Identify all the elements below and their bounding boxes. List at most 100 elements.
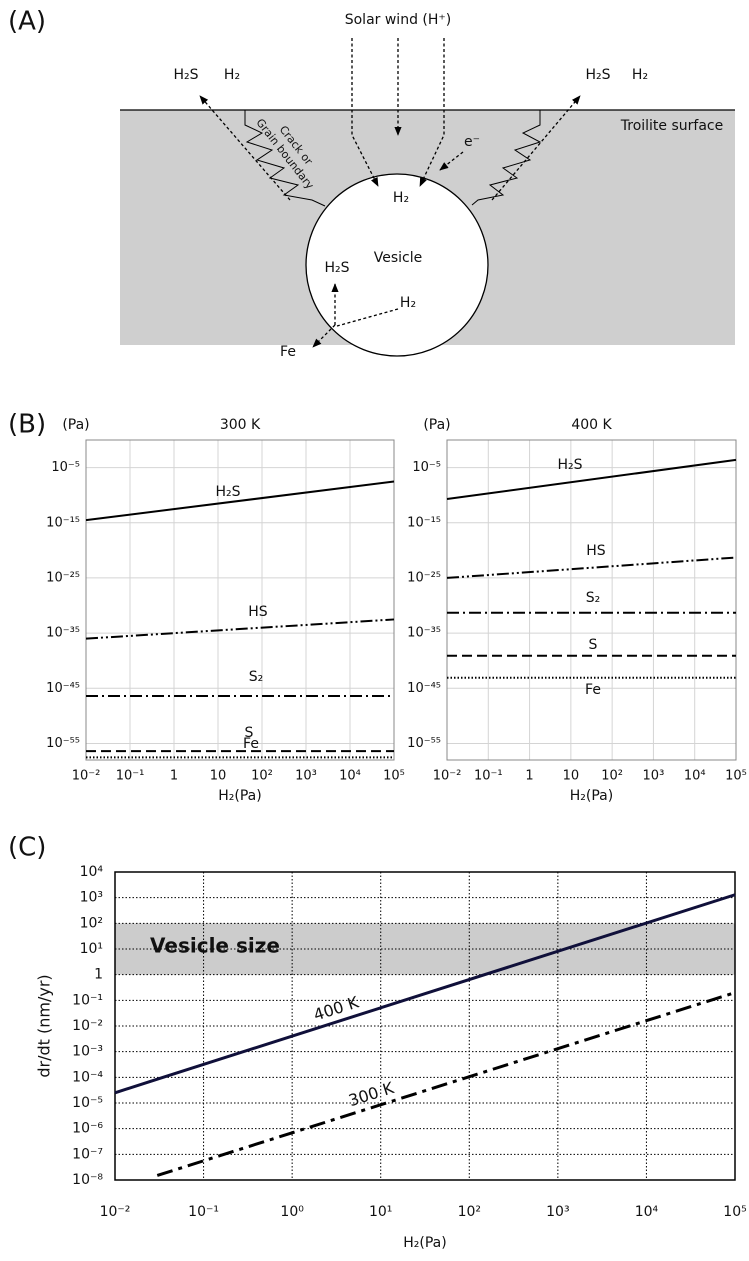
x-tick-label: 10³	[546, 1204, 569, 1220]
y-tick-label: 10⁻⁸	[72, 1172, 103, 1188]
y-unit: (Pa)	[62, 417, 89, 433]
y-tick-label: 10⁻³⁵	[46, 626, 80, 641]
x-tick-label: 10	[563, 769, 580, 784]
y-tick-label: 10⁻⁵	[72, 1095, 103, 1111]
series-label: 400 K	[311, 992, 361, 1024]
y-tick-label: 10⁻⁵	[51, 460, 80, 475]
y-tick-label: 10⁻²⁵	[46, 570, 80, 585]
x-tick-label: 10⁵	[723, 1204, 746, 1220]
solar-wind-arrow	[419, 38, 445, 187]
y-tick-label: 10⁻¹	[72, 992, 103, 1008]
x-tick-label: 10⁵	[383, 769, 405, 784]
y-tick-label: 10⁻¹⁵	[46, 515, 80, 530]
plot-frame	[446, 439, 737, 761]
y-unit: (Pa)	[423, 417, 450, 433]
series-line	[85, 618, 395, 640]
x-tick-label: 10³	[643, 769, 665, 784]
x-tick-label: 10¹	[369, 1204, 392, 1220]
y-tick-label: 10⁻²⁵	[407, 570, 441, 585]
y-tick-label: 10⁴	[80, 864, 104, 880]
label: H₂	[393, 190, 409, 206]
label: Solar wind (H⁺)	[345, 12, 452, 28]
y-tick-label: 10⁻⁵⁵	[407, 736, 441, 751]
panel-label: (B)	[8, 410, 46, 440]
x-tick-label: 10	[210, 769, 227, 784]
label: H₂S	[324, 260, 349, 276]
label: H₂	[400, 295, 416, 311]
label: H₂	[224, 67, 240, 83]
x-tick-label: 10⁻¹	[116, 769, 145, 784]
x-tick-label: 10⁵	[725, 769, 747, 784]
x-tick-label: 10⁻¹	[188, 1204, 219, 1220]
x-axis-label: H₂(Pa)	[570, 788, 613, 804]
y-tick-label: 10⁻⁷	[72, 1146, 103, 1162]
y-tick-label: 10³	[80, 890, 103, 906]
label: H₂	[632, 67, 648, 83]
x-tick-label: 10⁻²	[100, 1204, 131, 1220]
y-tick-label: 10⁻³⁵	[407, 626, 441, 641]
escape-arrow	[491, 95, 581, 201]
series-line	[446, 556, 737, 579]
y-tick-label: 10²	[80, 915, 103, 931]
x-tick-label: 10²	[251, 769, 273, 784]
label: e⁻	[464, 134, 480, 150]
label: H₂S	[585, 67, 610, 83]
plot-frame	[114, 871, 736, 1181]
label: Fe	[280, 344, 296, 360]
series-label: H₂S	[557, 457, 582, 473]
series-label: 300 K	[346, 1078, 396, 1110]
y-tick-label: 10⁻²	[72, 1018, 103, 1034]
series-line	[114, 893, 736, 1095]
x-tick-label: 10⁴	[635, 1204, 659, 1220]
crack-line	[244, 110, 326, 207]
series-label: H₂S	[215, 484, 240, 500]
vesicle-band	[115, 923, 735, 975]
x-tick-label: 10⁴	[684, 769, 706, 784]
series-label: Fe	[585, 682, 601, 698]
y-tick-label: 1	[94, 967, 103, 983]
vesicle	[305, 173, 489, 357]
y-tick-label: 10¹	[80, 941, 103, 957]
x-tick-label: 10²	[458, 1204, 481, 1220]
chart-title: 300 K	[220, 417, 261, 433]
panel-label: (C)	[8, 833, 46, 863]
x-axis-label: H₂(Pa)	[403, 1235, 446, 1251]
series-label: S	[245, 725, 254, 741]
y-tick-label: 10⁻⁵	[412, 460, 441, 475]
electron-arrow	[439, 151, 464, 171]
series-label: HS	[586, 543, 606, 559]
label: Troilite surface	[620, 118, 723, 134]
y-tick-label: 10⁻⁴⁵	[46, 681, 80, 696]
x-tick-label: 1	[170, 769, 178, 784]
series-line	[446, 458, 737, 501]
crack-line	[471, 110, 542, 206]
y-axis-label: dr/dt (nm/yr)	[35, 974, 54, 1077]
series-label: S	[589, 637, 598, 653]
label: H₂S	[173, 67, 198, 83]
y-tick-label: 10⁻¹⁵	[407, 515, 441, 530]
x-tick-label: 10²	[601, 769, 623, 784]
y-tick-label: 10⁻³	[72, 1044, 103, 1060]
chart-title: 400 K	[571, 417, 612, 433]
x-tick-label: 10⁻²	[433, 769, 462, 784]
series-label: S₂	[249, 669, 264, 685]
escape-arrow	[199, 95, 291, 201]
plot-frame	[85, 439, 395, 761]
series-label: Fe	[243, 736, 259, 752]
x-tick-label: 10⁻²	[72, 769, 101, 784]
diagram: Solar wind (H⁺) H₂S H₂ H₂S H₂ Troilite s…	[120, 12, 735, 360]
x-tick-label: 10³	[295, 769, 317, 784]
x-tick-label: 1	[525, 769, 533, 784]
x-tick-label: 10⁻¹	[474, 769, 503, 784]
y-tick-label: 10⁻⁴	[72, 1069, 103, 1085]
y-tick-label: 10⁻⁶	[72, 1121, 103, 1137]
x-axis-label: H₂(Pa)	[218, 788, 261, 804]
series-line	[156, 991, 736, 1177]
x-tick-label: 10⁴	[339, 769, 361, 784]
series-label: HS	[248, 604, 268, 620]
panel-label: (A)	[8, 7, 46, 37]
x-tick-label: 10⁰	[280, 1204, 304, 1220]
y-tick-label: 10⁻⁵⁵	[46, 736, 80, 751]
